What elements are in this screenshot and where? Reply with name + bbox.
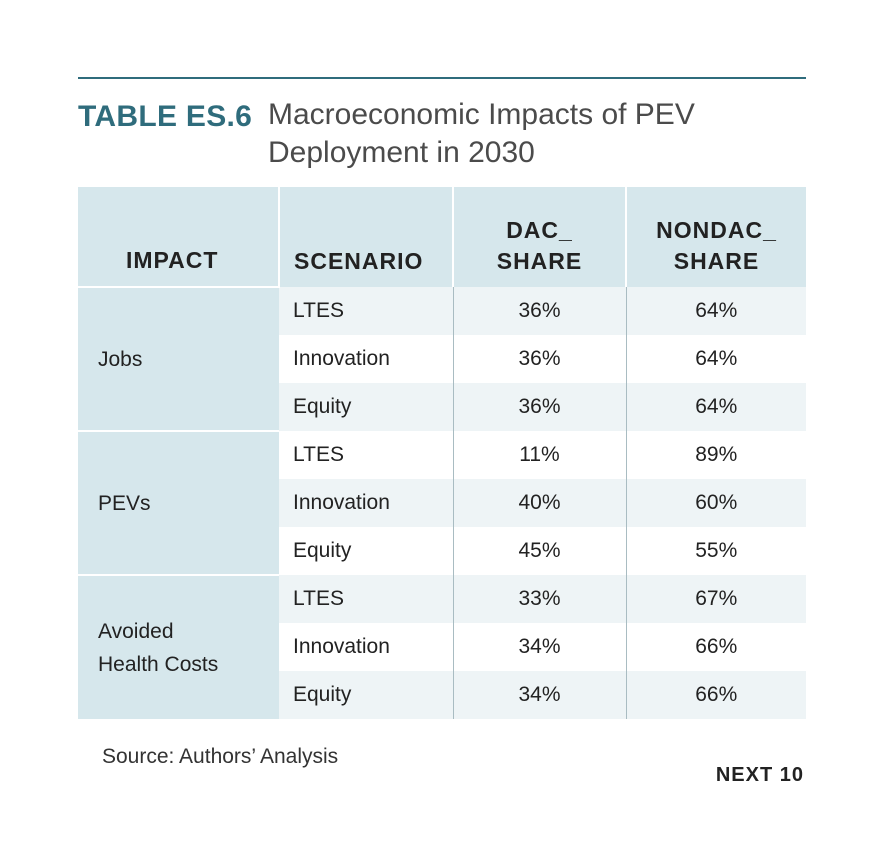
header-dac-line-1: DAC_ [506, 217, 573, 243]
scenario-cell: LTES [279, 287, 453, 335]
scenario-cell: Equity [279, 527, 453, 575]
header-nondac-line-2: SHARE [673, 248, 760, 274]
scenario-cell: Equity [279, 383, 453, 431]
impact-label: Avoided [98, 619, 174, 643]
brand-logo-text: NEXT 10 [715, 764, 804, 786]
scenario-cell: LTES [279, 431, 453, 479]
caption-line-2: Deployment in 2030 [268, 136, 535, 169]
dac-share-cell: 34% [452, 623, 626, 671]
impacts-table: IMPACT SCENARIO DAC_ SHARE NONDAC_ SHARE… [78, 187, 806, 719]
dac-share-cell: 45% [452, 527, 626, 575]
nondac-share-cell: 67% [625, 575, 806, 623]
top-rule [78, 77, 806, 79]
dac-share-cell: 40% [452, 479, 626, 527]
scenario-cell: Equity [279, 671, 453, 719]
dac-share-cell: 33% [452, 575, 626, 623]
table-row: Innovation 40% 60% [78, 479, 806, 527]
scenario-cell: Innovation [279, 479, 453, 527]
impact-cell-avoided-health-costs: Avoided Health Costs [78, 574, 279, 719]
nondac-share-cell: 60% [625, 479, 806, 527]
header-dac-share: DAC_ SHARE [452, 187, 626, 287]
table-row: Avoided Health Costs LTES 33% 67% [78, 574, 806, 719]
header-impact: IMPACT [78, 187, 279, 287]
header-row: IMPACT SCENARIO DAC_ SHARE NONDAC_ SHARE [78, 187, 806, 287]
table-row: Equity 45% 55% [78, 527, 806, 575]
dac-share-cell: 36% [452, 335, 626, 383]
impact-label: PEVs [98, 491, 151, 515]
table-number: TABLE ES.6 [78, 100, 253, 133]
nondac-share-cell: 66% [625, 671, 806, 719]
scenario-cell: Innovation [279, 335, 453, 383]
impact-cell-pevs: PEVs [78, 430, 279, 575]
scenario-cell: Innovation [279, 623, 453, 671]
header-scenario: SCENARIO [278, 187, 453, 287]
dac-share-cell: 34% [452, 671, 626, 719]
nondac-share-cell: 55% [625, 527, 806, 575]
impact-label-line-2: Health Costs [98, 652, 219, 676]
nondac-share-cell: 64% [625, 287, 806, 335]
table-row: Innovation 36% 64% [78, 335, 806, 383]
header-nondac-line-1: NONDAC_ [656, 217, 777, 243]
nondac-share-cell: 64% [625, 335, 806, 383]
nondac-share-cell: 66% [625, 623, 806, 671]
source-note: Source: Authors’ Analysis [102, 745, 339, 768]
nondac-share-cell: 89% [625, 431, 806, 479]
dac-share-cell: 36% [452, 287, 626, 335]
table-row: Jobs LTES 36% 64% [78, 286, 806, 431]
header-nondac-share: NONDAC_ SHARE [625, 187, 806, 287]
impact-label: Jobs [98, 347, 143, 371]
caption-line-1: Macroeconomic Impacts of PEV [268, 98, 695, 131]
impact-cell-jobs: Jobs [78, 286, 279, 431]
header-dac-line-2: SHARE [496, 248, 583, 274]
nondac-share-cell: 64% [625, 383, 806, 431]
table-row: PEVs LTES 11% 89% [78, 430, 806, 575]
dac-share-cell: 11% [452, 431, 626, 479]
table-row: Equity 34% 66% [78, 671, 806, 719]
dac-share-cell: 36% [452, 383, 626, 431]
scenario-cell: LTES [279, 575, 453, 623]
table-row: Equity 36% 64% [78, 383, 806, 431]
table-row: Innovation 34% 66% [78, 623, 806, 671]
table-caption: Macroeconomic Impacts of PEV Deployment … [268, 96, 788, 172]
